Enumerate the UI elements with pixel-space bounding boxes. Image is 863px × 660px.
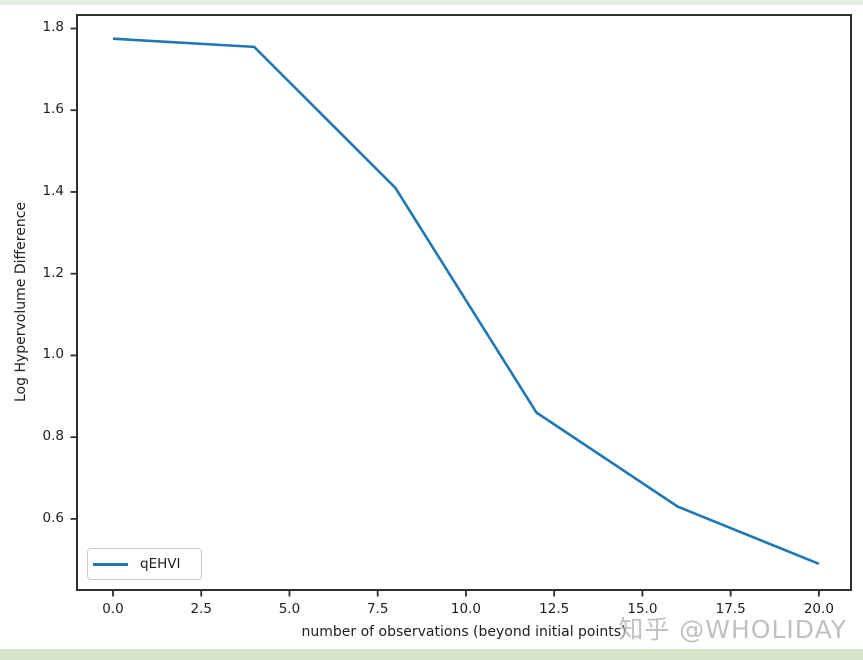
legend-entry-label: qEHVI xyxy=(140,556,181,572)
y-axis-label: Log Hypervolume Difference xyxy=(13,201,29,403)
top-green-band xyxy=(0,0,863,5)
series-line-qehvi xyxy=(112,37,820,566)
legend: qEHVI xyxy=(87,548,202,580)
axes-spines xyxy=(76,14,852,591)
zhihu-watermark: 知乎 @WHOLIDAY xyxy=(618,615,847,644)
x-axis-label: number of observations (beyond initial p… xyxy=(301,624,627,640)
legend-line-sample xyxy=(93,562,128,566)
bottom-green-band xyxy=(0,649,863,660)
